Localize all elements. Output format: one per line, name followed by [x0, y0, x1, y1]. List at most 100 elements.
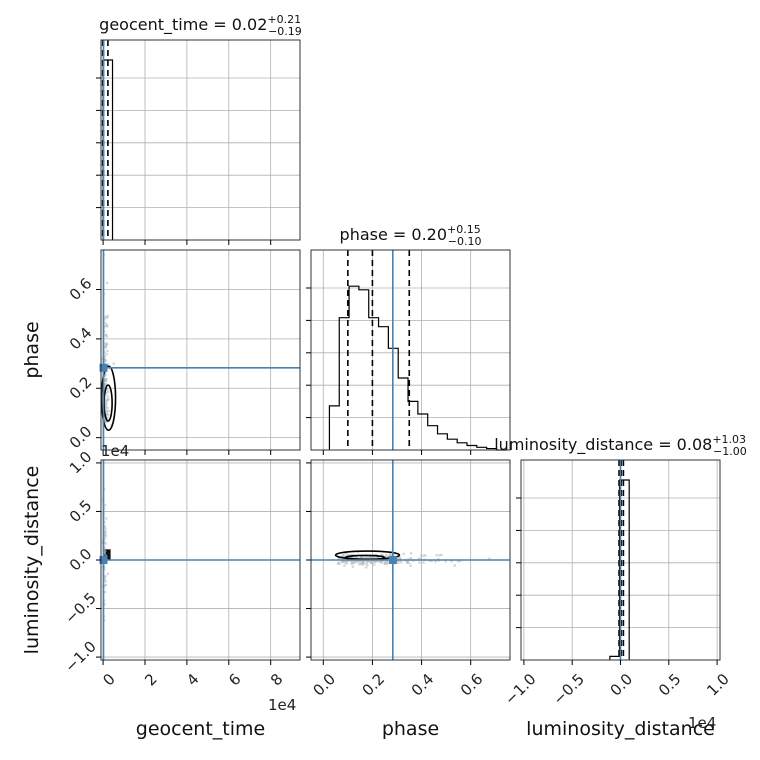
xtick-label-geocent_time-4: 8 [267, 670, 286, 689]
sample-point [397, 561, 400, 565]
sample-point [384, 553, 388, 557]
sample-point [105, 281, 109, 285]
yaxis-label-phase: phase [21, 321, 43, 378]
sample-point [434, 560, 437, 563]
sample-point [402, 552, 405, 556]
title-minus-phase: −0.10 [448, 235, 482, 248]
grid-0-0 [101, 40, 300, 240]
sample-point [438, 554, 441, 557]
sample-point [388, 552, 392, 556]
sample-point [409, 552, 413, 555]
histogram-phase [328, 285, 507, 451]
offset-text-luminosity_distance: 1e4 [688, 714, 716, 732]
sample-point [373, 560, 377, 564]
sample-point [104, 380, 108, 383]
sample-point [104, 579, 107, 583]
ytick-label-luminosity_distance-3: 0.5 [66, 496, 96, 526]
xtick-label-phase-0: 0.0 [309, 670, 339, 700]
xtick-label-luminosity_distance-1: −0.5 [549, 670, 587, 708]
sample-point [407, 561, 411, 565]
sample-point [350, 562, 353, 566]
panel-frame-1-1 [310, 249, 511, 451]
title-phase: phase = 0.20+0.15 −0.10 [340, 223, 482, 248]
xtick-label-phase-3: 0.6 [457, 670, 487, 700]
sample-point [357, 562, 361, 566]
sample-point [365, 563, 369, 567]
sample-point [419, 554, 423, 557]
xaxis-label-geocent_time: geocent_time [136, 718, 265, 740]
text-layer: geocent_time = 0.02+0.21 −0.19 phase = 0.2… [21, 13, 747, 740]
xtick-label-geocent_time-0: 0 [99, 670, 118, 689]
sample-point [351, 565, 355, 568]
contour-outer [100, 365, 117, 431]
sample-point [105, 323, 109, 327]
data-layer [99, 40, 630, 660]
sample-point [104, 344, 107, 348]
title-text-geocent_time: geocent_time = 0.02 [99, 15, 267, 35]
sample-point [107, 409, 111, 413]
grid-1-1 [311, 250, 510, 450]
sample-point [398, 557, 402, 560]
ytick-label-luminosity_distance-0: −1.0 [61, 637, 99, 675]
sample-point [423, 554, 427, 557]
sample-point [343, 564, 346, 568]
panel-2d-phase-luminosity_distance [311, 460, 510, 660]
truth-marker [388, 556, 397, 564]
frame-layer [96, 39, 721, 665]
title-text-phase: phase = 0.20 [340, 225, 447, 244]
xtick-label-geocent_time-2: 4 [183, 670, 202, 689]
grid-0-1 [101, 250, 300, 450]
sample-point [106, 572, 110, 576]
sample-point [106, 390, 110, 393]
sample-point [418, 561, 421, 564]
sample-point [409, 564, 413, 567]
title-luminosity_distance: luminosity_distance = 0.08+1.03 −1.00 [494, 433, 747, 458]
sample-point [440, 553, 443, 557]
sample-point [104, 527, 107, 530]
sample-point [104, 405, 108, 408]
sample-point [372, 563, 376, 566]
panel-2d-geocent_time-phase [99, 250, 300, 450]
sample-point [112, 362, 115, 365]
ytick-label-phase-0: 0.0 [66, 423, 96, 453]
sample-point [409, 556, 413, 560]
sample-point [104, 534, 108, 537]
xtick-label-luminosity_distance-4: 1.0 [703, 670, 733, 700]
xtick-label-luminosity_distance-3: 0.5 [655, 670, 685, 700]
sample-point [106, 398, 110, 401]
histogram-luminosity_distance [609, 479, 630, 660]
ytick-label-luminosity_distance-2: 0.0 [66, 545, 96, 575]
grid-layer [101, 40, 720, 660]
sample-point [364, 566, 368, 569]
sample-point [345, 552, 348, 556]
panel-frame-0-0 [100, 39, 301, 241]
panel-2d-geocent_time-luminosity_distance [99, 460, 300, 660]
sample-point [399, 560, 403, 564]
sample-point [104, 542, 108, 545]
sample-point [420, 557, 423, 560]
xaxis-label-luminosity_distance: luminosity_distance [526, 718, 715, 740]
xtick-label-luminosity_distance-2: 0.0 [607, 670, 637, 700]
sample-point [453, 564, 457, 567]
panel-frame-0-1 [100, 249, 301, 451]
xtick-label-luminosity_distance-0: −1.0 [501, 670, 539, 708]
xtick-label-geocent_time-1: 2 [141, 670, 160, 689]
sample-point [106, 349, 109, 353]
yaxis-label-luminosity_distance: luminosity_distance [21, 466, 43, 655]
sample-point [103, 503, 107, 507]
sample-point [104, 359, 107, 363]
sample-point [360, 562, 363, 566]
sample-point [344, 561, 348, 565]
sample-point [103, 537, 107, 540]
ytick-label-luminosity_distance-4: 1.0 [66, 448, 96, 478]
sample-point [105, 335, 109, 338]
title-plus-phase: +0.15 [447, 223, 481, 236]
title-plus-geocent_time: +0.21 [267, 13, 301, 26]
xaxis-label-phase: phase [382, 718, 439, 740]
title-plus-luminosity_distance: +1.03 [712, 433, 746, 446]
sample-point [107, 413, 110, 417]
sample-point [104, 321, 107, 325]
title-text-luminosity_distance: luminosity_distance = 0.08 [494, 435, 712, 455]
title-minus-geocent_time: −0.19 [268, 25, 302, 38]
